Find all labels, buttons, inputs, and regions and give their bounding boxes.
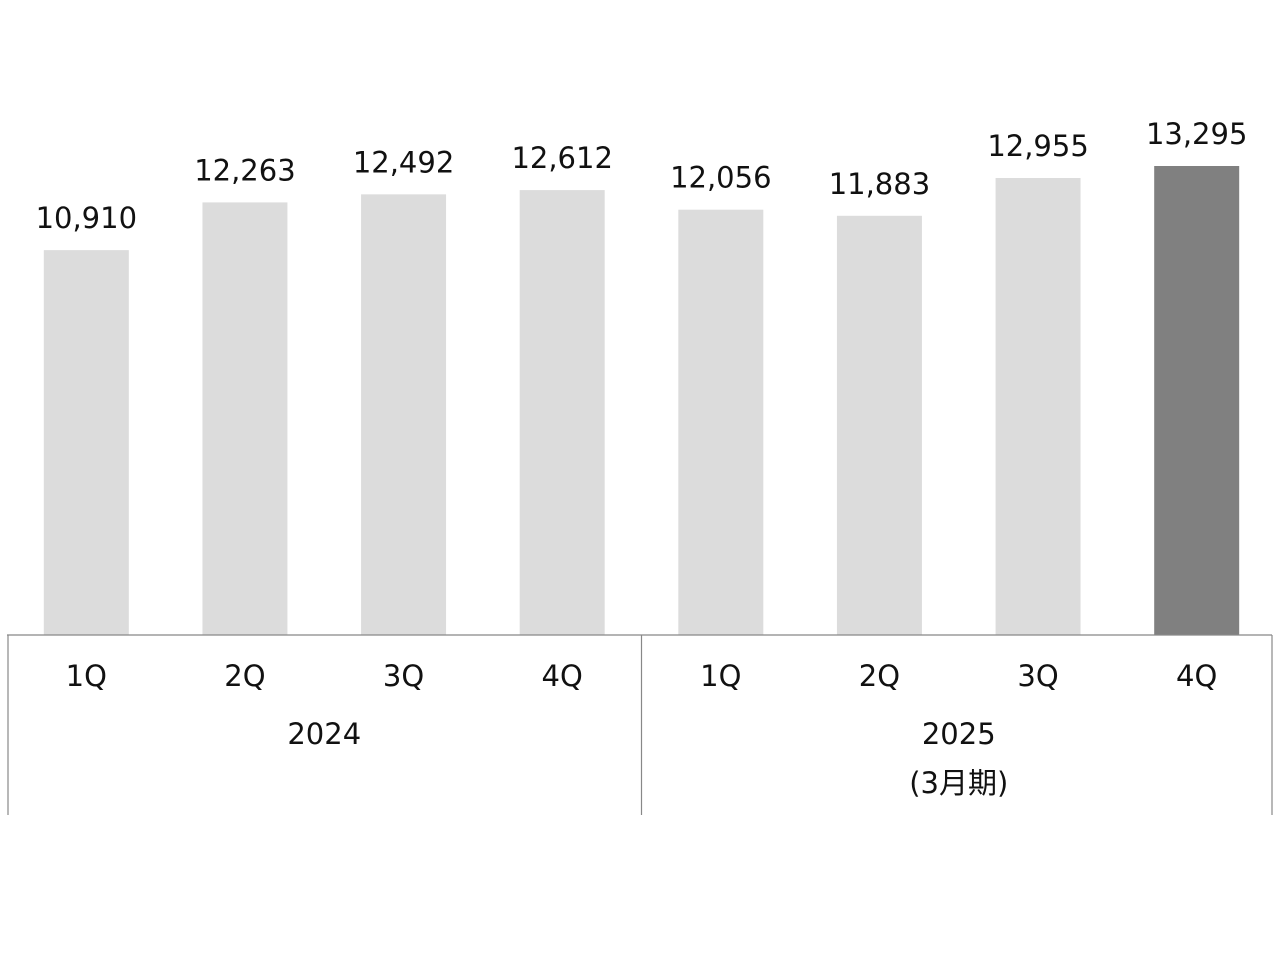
bar bbox=[202, 202, 288, 635]
group-label: 2024 bbox=[287, 717, 361, 751]
value-label: 12,492 bbox=[353, 145, 454, 179]
group-note: (3月期) bbox=[909, 766, 1008, 800]
x-tick-label: 4Q bbox=[542, 659, 583, 693]
x-tick-label: 1Q bbox=[66, 659, 107, 693]
x-tick-label: 2Q bbox=[859, 659, 900, 693]
value-label: 12,955 bbox=[987, 129, 1088, 163]
value-label: 12,263 bbox=[194, 153, 295, 187]
x-tick-label: 3Q bbox=[1017, 659, 1058, 693]
x-tick-label: 2Q bbox=[224, 659, 265, 693]
bar bbox=[43, 250, 129, 635]
x-tick-label: 3Q bbox=[383, 659, 424, 693]
bar bbox=[678, 209, 764, 635]
x-tick-label: 4Q bbox=[1176, 659, 1217, 693]
bar bbox=[361, 194, 447, 635]
x-tick-label: 1Q bbox=[700, 659, 741, 693]
bar bbox=[995, 177, 1081, 635]
bar bbox=[836, 215, 922, 635]
value-label: 12,056 bbox=[670, 161, 771, 195]
value-label: 12,612 bbox=[511, 141, 612, 175]
value-label: 13,295 bbox=[1146, 117, 1247, 151]
bar bbox=[519, 190, 605, 635]
value-label: 10,910 bbox=[36, 201, 137, 235]
bar bbox=[1154, 166, 1240, 635]
value-label: 11,883 bbox=[829, 167, 930, 201]
group-label: 2025 bbox=[922, 717, 996, 751]
